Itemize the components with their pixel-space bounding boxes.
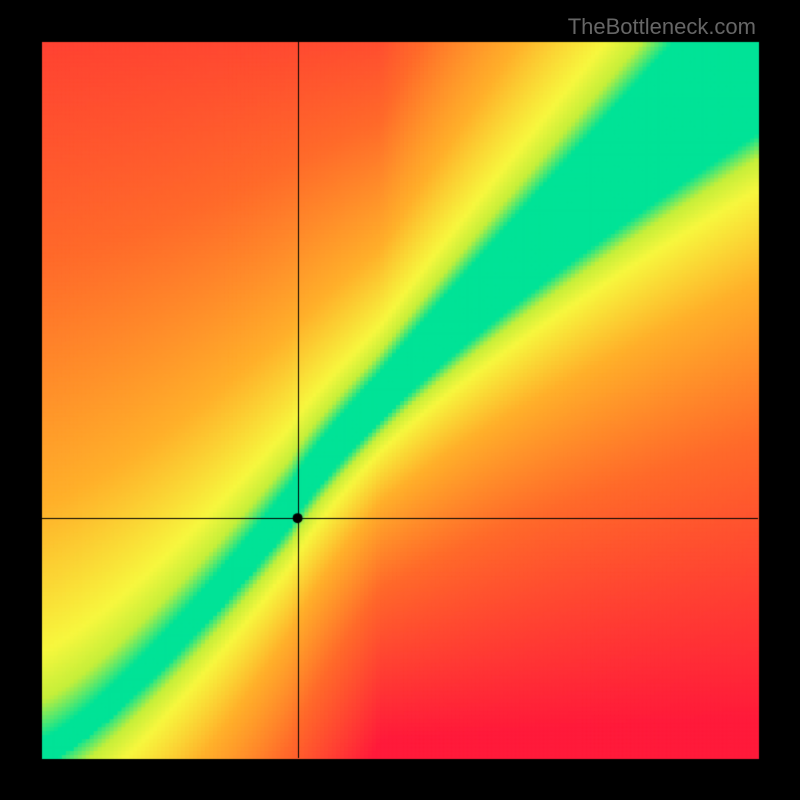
watermark-text: TheBottleneck.com: [568, 14, 756, 40]
bottleneck-heatmap: [0, 0, 800, 800]
chart-container: TheBottleneck.com: [0, 0, 800, 800]
